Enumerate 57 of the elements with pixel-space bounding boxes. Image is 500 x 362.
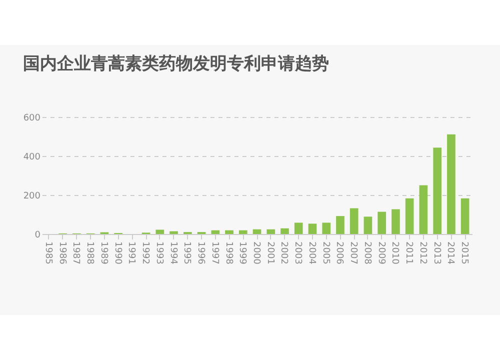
x-tick-label: 1998 <box>223 242 234 265</box>
x-tick-label: 2007 <box>348 242 358 264</box>
x-tick-label: 2001 <box>264 242 275 264</box>
bar <box>280 228 289 234</box>
x-tick-label: 1988 <box>84 242 95 265</box>
x-tick-label: 2008 <box>362 242 372 265</box>
x-tick-label: 2000 <box>251 242 261 265</box>
x-tick-label: 2006 <box>334 242 344 265</box>
bar <box>266 229 276 234</box>
x-tick-label: 2003 <box>292 242 303 264</box>
bar <box>419 185 428 234</box>
bar <box>252 229 262 234</box>
bar <box>378 212 386 234</box>
bar <box>238 230 248 234</box>
x-tick-label: 2011 <box>404 242 414 264</box>
bar <box>350 208 358 234</box>
x-tick-label: 1994 <box>168 242 178 265</box>
x-tick-label: 2010 <box>390 242 400 265</box>
bar <box>322 222 331 234</box>
x-tick-label: 1987 <box>70 242 81 264</box>
bar <box>225 230 234 234</box>
x-tick-label: 1991 <box>126 242 136 264</box>
x-tick-label: 1992 <box>140 242 150 264</box>
x-tick-label: 2005 <box>320 242 330 264</box>
y-tick-label: 400 <box>23 152 41 162</box>
bar <box>336 216 344 234</box>
bar <box>405 198 414 234</box>
x-tick-label: 2014 <box>445 242 456 265</box>
x-tick-label: 1985 <box>42 242 53 264</box>
bar <box>308 224 317 234</box>
x-tick-label: 1986 <box>56 242 67 265</box>
x-tick-label: 1995 <box>182 242 192 264</box>
x-tick-label: 1999 <box>237 242 248 265</box>
x-tick-label: 1993 <box>154 242 164 264</box>
bar <box>392 209 400 234</box>
bar <box>156 230 164 234</box>
x-tick-label: 1990 <box>112 242 122 265</box>
bar <box>460 198 470 234</box>
x-tick-label: 2009 <box>376 242 386 265</box>
x-tick-label: 1989 <box>98 242 108 265</box>
x-tick-label: 1996 <box>196 242 206 265</box>
x-tick-label: 2004 <box>306 242 316 265</box>
bar <box>447 134 456 234</box>
chart-title: 国内企业青蒿素类药物发明专利申请趋势 <box>22 54 329 74</box>
y-tick-label: 0 <box>34 230 41 240</box>
x-tick-label: 1997 <box>209 242 220 264</box>
y-tick-label: 600 <box>23 114 41 124</box>
x-tick-label: 2015 <box>459 242 470 264</box>
bar <box>433 148 442 234</box>
bar <box>170 231 178 234</box>
bar <box>294 222 303 234</box>
x-tick-label: 2012 <box>417 242 428 264</box>
x-tick-label: 2002 <box>278 242 289 264</box>
bar <box>211 230 220 234</box>
x-tick-label: 2013 <box>431 242 442 264</box>
bar <box>364 216 372 234</box>
y-tick-label: 200 <box>23 192 41 202</box>
